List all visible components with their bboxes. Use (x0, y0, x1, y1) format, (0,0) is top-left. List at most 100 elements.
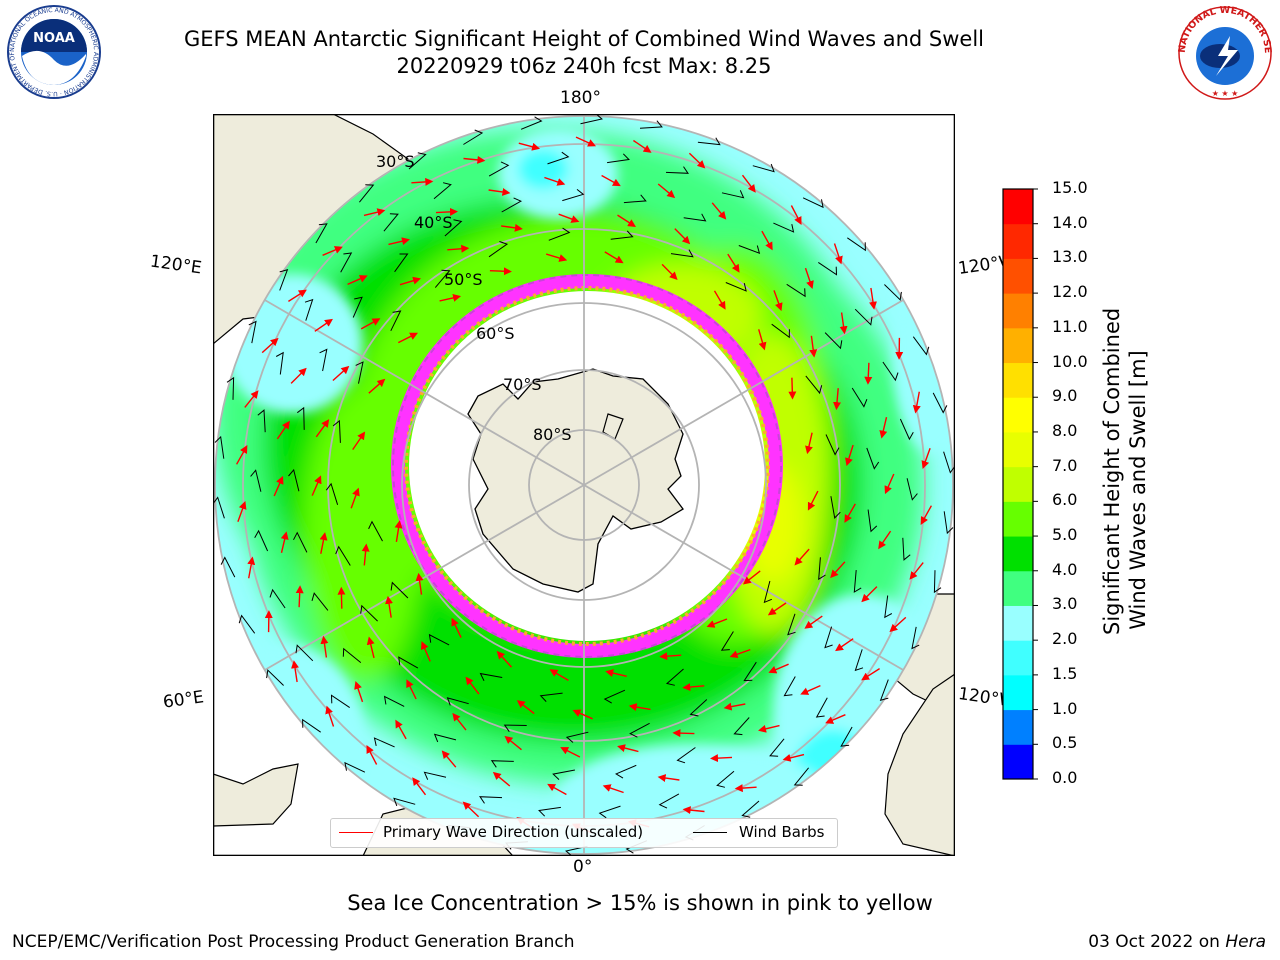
wave-arrow (447, 244, 470, 253)
wind-barb (302, 718, 321, 733)
wave-arrow (807, 490, 819, 511)
wave-arrow (332, 365, 350, 382)
wind-barb (352, 296, 363, 318)
wind-barb (383, 695, 405, 707)
wave-arrow (360, 318, 381, 330)
wave-arrow (879, 417, 888, 439)
colorbar-tick-label: 0.0 (1052, 768, 1078, 787)
wave-arrow (912, 391, 921, 414)
wind-barb (840, 726, 853, 747)
wind-barb (565, 731, 589, 743)
lon-label-60e: 60°E (161, 687, 206, 713)
colorbar-segment (1003, 536, 1033, 572)
wind-barb (214, 435, 225, 459)
wind-barb (360, 604, 378, 622)
colorbar-tick-label: 6.0 (1052, 490, 1078, 510)
wave-arrow (575, 136, 597, 147)
wind-barb (266, 669, 284, 686)
wind-barb (825, 434, 840, 456)
lon-label-120e: 120°E (148, 251, 203, 279)
lon-label-180: 180° (560, 88, 601, 108)
wave-arrow (395, 719, 407, 740)
wind-barb (741, 800, 760, 818)
colorbar-tick-label: 4.0 (1052, 559, 1078, 579)
wind-barb (433, 733, 457, 743)
wave-arrow (295, 585, 304, 608)
wind-barb (658, 793, 680, 809)
colorbar-segment (1003, 293, 1033, 329)
wave-arrow (734, 784, 757, 793)
wave-arrow (462, 801, 480, 818)
wave-arrow (465, 676, 480, 695)
wind-barb (446, 697, 469, 706)
wave-arrow (741, 174, 756, 193)
wind-barb (288, 468, 300, 492)
wave-arrow (809, 335, 818, 358)
wave-arrow (463, 155, 486, 164)
wind-barb (884, 595, 893, 619)
wave-arrow (713, 290, 726, 310)
wave-arrow (773, 290, 783, 312)
wind-barb (629, 722, 650, 738)
wind-barb (335, 545, 351, 566)
svg-text:NOAA: NOAA (33, 31, 75, 46)
wave-arrow (319, 532, 328, 554)
wind-barb (851, 387, 868, 408)
wave-arrow (288, 289, 307, 302)
wind-barb (670, 249, 694, 258)
wave-arrow (261, 337, 279, 354)
wind-barb (721, 190, 745, 199)
colorbar-tick-label: 1.0 (1052, 698, 1078, 718)
wind-barbs (213, 114, 955, 856)
wave-arrow (366, 745, 378, 765)
wave-arrow (547, 783, 567, 796)
wave-arrow (363, 208, 386, 217)
wind-barb (912, 336, 930, 356)
wave-arrow (492, 771, 511, 787)
wind-barb (866, 447, 880, 470)
chart-subtitle: 20220929 t06z 240h fcst Max: 8.25 (396, 54, 772, 78)
wave-arrow (661, 263, 678, 281)
wind-barb (763, 580, 772, 604)
wave-arrow (545, 253, 568, 262)
wave-arrow (488, 187, 511, 196)
colorbar-tick-label: 10.0 (1052, 351, 1088, 371)
wave-arrow (388, 237, 410, 246)
wave-arrow (394, 520, 403, 543)
wave-direction-arrows (235, 136, 933, 834)
wave-arrow (790, 205, 802, 225)
wind-barb (315, 223, 328, 244)
wind-barb (884, 284, 902, 301)
wave-arrow (710, 754, 733, 763)
wind-barb (882, 361, 899, 382)
wave-arrow (794, 548, 810, 566)
wave-arrow (657, 774, 680, 783)
wave-arrow (244, 390, 259, 408)
wave-arrow (412, 777, 427, 796)
wind-barb (773, 222, 795, 233)
noaa-logo: NATIONAL OCEANIC AND ATMOSPHERIC ADMINIS… (6, 4, 101, 99)
wave-arrow (501, 223, 523, 232)
wave-arrow (682, 683, 705, 692)
wind-barb (490, 760, 514, 768)
wind-barb (853, 570, 862, 593)
wind-barb (428, 633, 450, 646)
lat-label-50s: 50°S (444, 270, 483, 289)
lat-label-40s: 40°S (414, 213, 453, 232)
wave-arrow (361, 543, 370, 566)
wind-barb (818, 261, 838, 276)
wave-arrow (835, 638, 854, 652)
wave-arrow (247, 556, 256, 579)
colorbar-tick-label: 0.5 (1052, 733, 1078, 753)
wind-barb (607, 153, 630, 164)
wave-arrow (314, 318, 333, 332)
wave-arrow (889, 616, 907, 633)
colorbar-segment (1003, 674, 1033, 711)
wave-arrow (830, 561, 846, 579)
wind-barb (771, 323, 790, 339)
chart-title: GEFS MEAN Antarctic Significant Height o… (183, 27, 985, 51)
colorbar-segment (1003, 258, 1033, 294)
wind-barb (520, 116, 543, 130)
wave-arrow (516, 700, 535, 715)
wind-barb (847, 237, 866, 252)
